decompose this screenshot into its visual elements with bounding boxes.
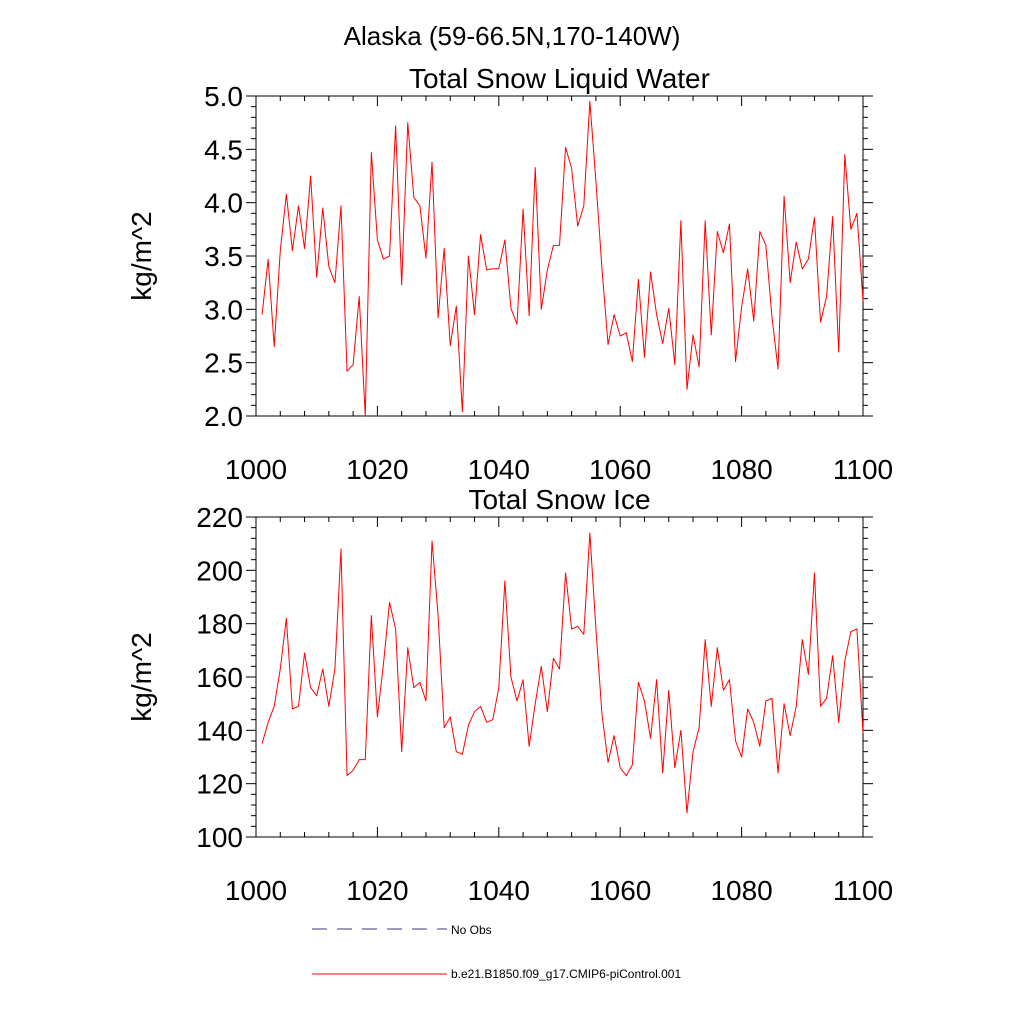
- x-tick-label: 1100: [833, 875, 893, 906]
- plot-frame: [255, 516, 864, 838]
- x-tick-label: 1080: [710, 454, 772, 485]
- figure-title: Alaska (59-66.5N,170-140W): [344, 21, 681, 51]
- y-tick-label: 3.5: [204, 241, 243, 272]
- panel-total-snow-ice: Total Snow Ice kg/m^2 1000 1020 1040 1060 1080…: [126, 484, 893, 906]
- legend: No Obs b.e21.B1850.f09_g17.CMIP6-piContr…: [312, 923, 681, 981]
- y-tick-label: 160: [196, 662, 243, 693]
- y-tick-label: 200: [196, 555, 243, 586]
- x-tick-label: 1060: [589, 454, 651, 485]
- series-line-total-snow-ice: [261, 532, 864, 814]
- x-tick-label: 1100: [833, 454, 893, 485]
- x-tick-label: 1080: [710, 875, 772, 906]
- chart-title: Total Snow Ice: [468, 484, 650, 515]
- y-tick-label: 5.0: [204, 81, 243, 112]
- series-line-total-snow-liquid-water: [261, 100, 864, 417]
- x-tick-label: 1020: [346, 875, 408, 906]
- y-tick-label: 100: [196, 822, 243, 853]
- x-tick-label: 1020: [346, 454, 408, 485]
- x-tick-label: 1040: [468, 875, 530, 906]
- y-tick-label: 120: [196, 769, 243, 800]
- legend-label-no-obs: No Obs: [451, 923, 492, 937]
- y-tick-label: 3.0: [204, 294, 243, 325]
- y-tick-label: 4.5: [204, 134, 243, 165]
- y-tick-label: 140: [196, 715, 243, 746]
- x-tick-label: 1000: [225, 875, 287, 906]
- y-tick-label: 220: [196, 502, 243, 533]
- panel-total-snow-liquid-water: Total Snow Liquid Water kg/m^2 1000 1020 104…: [126, 63, 893, 485]
- legend-label-model: b.e21.B1850.f09_g17.CMIP6-piControl.001: [451, 967, 681, 981]
- y-tick-label: 4.0: [204, 188, 243, 219]
- x-tick-label: 1060: [589, 875, 651, 906]
- y-axis-label: kg/m^2: [126, 632, 157, 721]
- x-tick-label: 1000: [225, 454, 287, 485]
- y-tick-label: 2.5: [204, 348, 243, 379]
- y-tick-label: 2.0: [204, 401, 243, 432]
- y-tick-label: 180: [196, 609, 243, 640]
- x-tick-label: 1040: [468, 454, 530, 485]
- chart-title: Total Snow Liquid Water: [409, 63, 710, 94]
- y-axis-label: kg/m^2: [126, 211, 157, 300]
